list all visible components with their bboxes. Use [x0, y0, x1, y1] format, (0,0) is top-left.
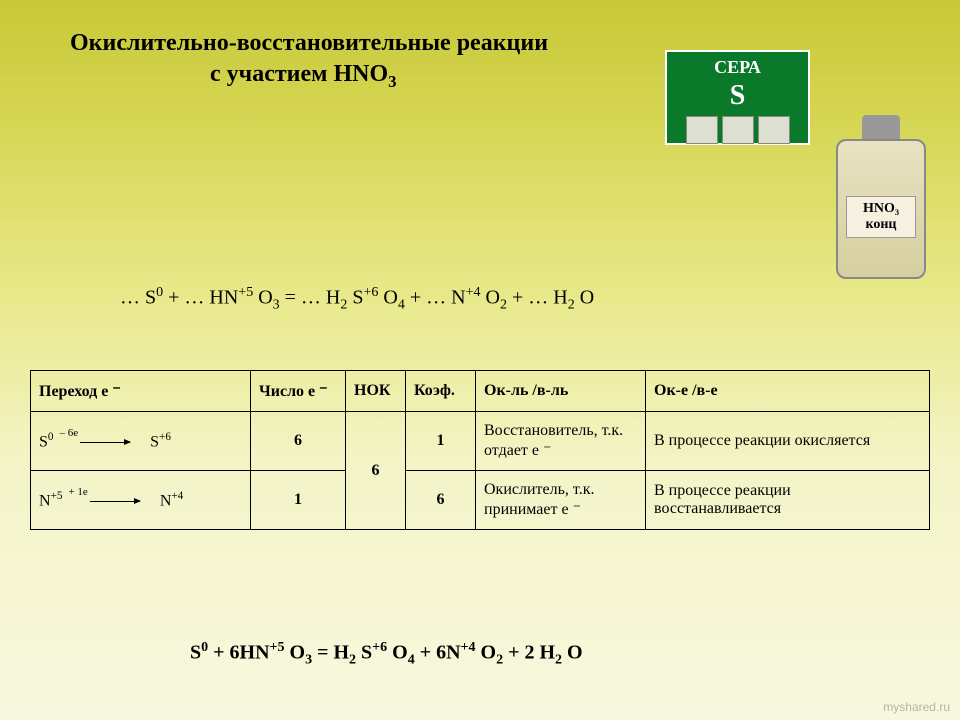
sulfur-caption: СЕРА [667, 57, 808, 78]
table-row: S0 – 6е S+6 6 6 1 Восстановитель, т.к. о… [31, 412, 930, 471]
equation-balanced: S0 + 6HN+5 O3 = H2 S+6 O4 + 6N+4 O2 + 2 … [190, 640, 583, 669]
reagent-bottle: HNO₃ конц [832, 115, 930, 295]
cell-transfer-s: S0 – 6е S+6 [31, 412, 251, 471]
watermark: myshared.ru [883, 700, 950, 714]
bottle-neck-icon [862, 115, 900, 139]
table-row: N+5 + 1е N+4 1 6 Окислитель, т.к. приним… [31, 471, 930, 530]
thumb-icon [686, 116, 718, 144]
sulfur-symbol: S [667, 80, 808, 112]
arrow-icon [80, 442, 130, 443]
cell-role: Восстановитель, т.к. отдает е ⁻ [476, 412, 646, 471]
thumb-icon [722, 116, 754, 144]
table-header-row: Переход е ⁻ Число е ⁻ НОК Коэф. Ок-ль /в… [31, 371, 930, 412]
cell-transfer-n: N+5 + 1е N+4 [31, 471, 251, 530]
sulfur-thumbnails [667, 116, 808, 144]
col-role: Ок-ль /в-ль [476, 371, 646, 412]
cell-coef: 6 [406, 471, 476, 530]
slide-title: Окислительно-восстановительные реакции с… [70, 28, 548, 93]
arrow-icon [90, 501, 140, 502]
cell-process: В процессе реакции восстанавливается [646, 471, 930, 530]
bottle-label: HNO₃ конц [846, 196, 916, 238]
title-line1: Окислительно-восстановительные реакции [70, 30, 548, 56]
sulfur-card: СЕРА S [665, 50, 810, 145]
thumb-icon [758, 116, 790, 144]
electron-balance-table: Переход е ⁻ Число е ⁻ НОК Коэф. Ок-ль /в… [30, 370, 930, 530]
col-num-e: Число е ⁻ [251, 371, 346, 412]
bottle-body-icon: HNO₃ конц [836, 139, 926, 279]
cell-num-e: 6 [251, 412, 346, 471]
cell-num-e: 1 [251, 471, 346, 530]
col-transfer: Переход е ⁻ [31, 371, 251, 412]
cell-process: В процессе реакции окисляется [646, 412, 930, 471]
col-coef: Коэф. [406, 371, 476, 412]
equation-initial: … S0 + … HN+5 O3 = … H2 S+6 O4 + … N+4 O… [120, 285, 594, 314]
cell-nok: 6 [346, 412, 406, 530]
col-process: Ок-е /в-е [646, 371, 930, 412]
title-line2: с участием HNO3 [210, 61, 397, 87]
cell-coef: 1 [406, 412, 476, 471]
cell-role: Окислитель, т.к. принимает е ⁻ [476, 471, 646, 530]
col-nok: НОК [346, 371, 406, 412]
